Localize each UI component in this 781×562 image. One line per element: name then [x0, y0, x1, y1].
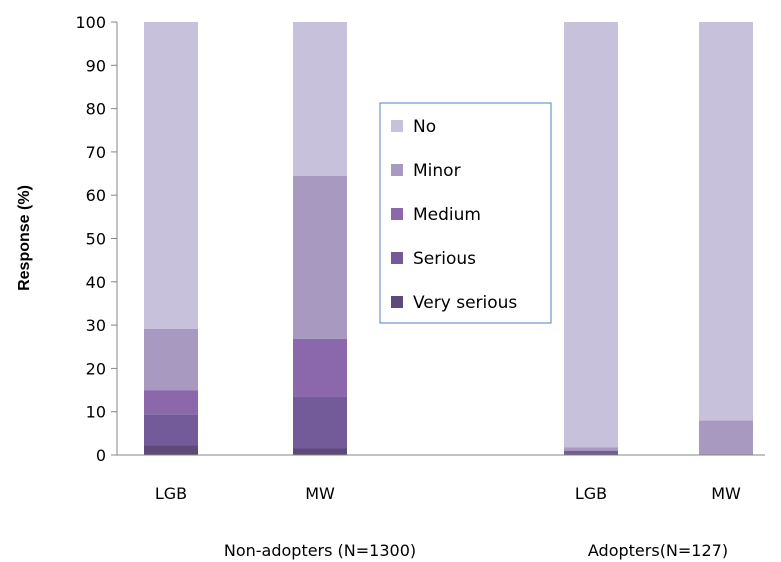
y-tick-label: 50 [86, 230, 106, 249]
legend-label: Serious [413, 249, 476, 269]
group-label: Non-adopters (N=1300) [224, 541, 416, 560]
legend-swatch [391, 120, 403, 132]
bar-segment-minor [699, 420, 753, 455]
y-tick-label: 100 [75, 13, 106, 32]
y-tick-label: 30 [86, 316, 106, 335]
group-label: Adopters(N=127) [588, 541, 728, 560]
y-tick-label: 0 [96, 446, 106, 465]
bar-segment-minor [144, 328, 198, 391]
y-tick-label: 60 [86, 186, 106, 205]
bar-segment-no [699, 22, 753, 421]
y-tick-label: 40 [86, 273, 106, 292]
legend-swatch [391, 208, 403, 220]
x-tick-label: MW [305, 484, 335, 503]
bar-segment-medium [293, 338, 347, 397]
y-tick-label: 90 [86, 56, 106, 75]
x-tick-label: LGB [155, 484, 187, 503]
bar-segment-medium [144, 390, 198, 415]
legend: No Minor Medium Serious Very serious [379, 102, 552, 324]
legend-box [379, 102, 552, 324]
y-tick-label: 20 [86, 359, 106, 378]
bar-segment-very-serious [144, 445, 198, 455]
legend-swatch [391, 164, 403, 176]
bar-segment-minor [564, 447, 618, 451]
legend-label: Very serious [413, 293, 517, 313]
x-tick-label: MW [711, 484, 741, 503]
y-axis-label: Response (%) [16, 185, 33, 291]
bar-segment-serious [144, 414, 198, 446]
bar-segment-very-serious [564, 453, 618, 455]
bar-segment-no [564, 22, 618, 448]
y-tick-label: 80 [86, 100, 106, 119]
legend-label: Medium [413, 205, 481, 225]
y-tick-label: 10 [86, 403, 106, 422]
bar-segment-serious [293, 396, 347, 449]
legend-label: Minor [413, 161, 461, 181]
x-axis-labels: LGB MW LGB MW [155, 484, 741, 503]
x-tick-label: LGB [575, 484, 607, 503]
legend-swatch [391, 252, 403, 264]
bar-segment-no [144, 22, 198, 329]
legend-swatch [391, 296, 403, 308]
bar-segment-serious [564, 450, 618, 454]
bars [117, 22, 765, 456]
bar-segment-minor [293, 175, 347, 339]
bar-segment-very-serious [293, 448, 347, 455]
group-labels: Non-adopters (N=1300) Adopters(N=127) [224, 541, 728, 560]
y-tick-label: 70 [86, 143, 106, 162]
y-axis: 0 10 20 30 40 50 60 70 80 90 100 [75, 13, 118, 465]
bar-segment-no [293, 22, 347, 176]
legend-label: No [413, 117, 436, 137]
